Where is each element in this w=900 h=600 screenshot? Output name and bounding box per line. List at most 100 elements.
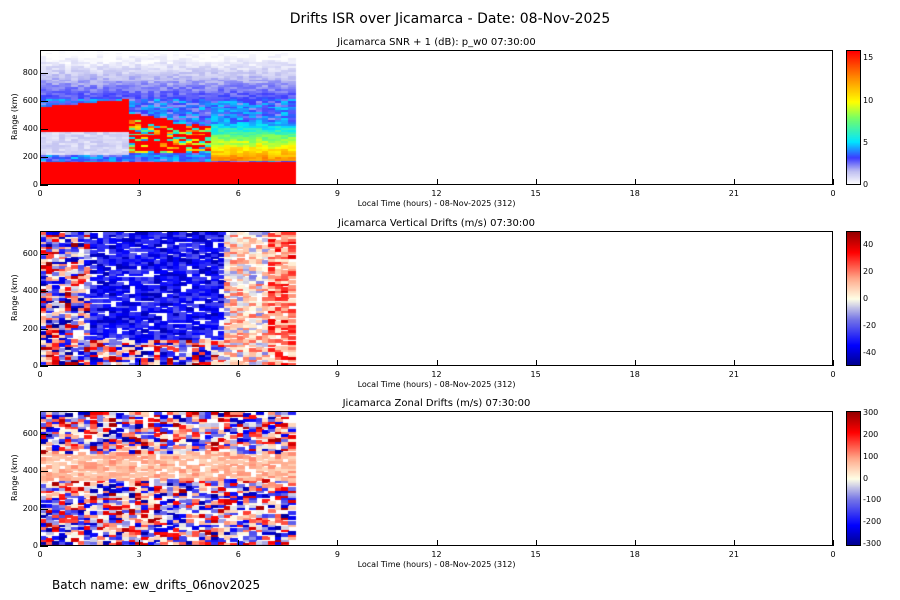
x-tick-label: 0	[37, 550, 43, 559]
x-tick-label: 15	[530, 550, 541, 559]
x-tick-mark	[535, 179, 537, 185]
x-tick-mark	[733, 179, 735, 185]
y-tick-label: 200	[22, 503, 38, 513]
x-tick-label: 21	[728, 550, 739, 559]
y-tick-label: 0	[32, 361, 38, 370]
x-tick-label: 21	[728, 370, 739, 379]
x-axis-label: Local Time (hours) - 08-Nov-2025 (312)	[357, 560, 516, 569]
x-tick-label: 12	[431, 189, 442, 198]
y-tick-label: 400	[22, 466, 38, 475]
y-tick-label: 400	[22, 286, 38, 295]
colorbar-tick-label: 100	[863, 451, 879, 461]
x-tick-mark	[833, 540, 834, 546]
x-tick-mark	[337, 540, 339, 546]
x-tick-label: 9	[334, 370, 340, 379]
y-axis-label: Range (km)	[10, 453, 19, 501]
colorbar-tick-label: 10	[863, 95, 874, 105]
plot-frame	[40, 411, 833, 546]
y-tick-mark	[40, 508, 48, 510]
y-tick-mark	[40, 253, 48, 255]
heatmap-1	[40, 50, 833, 185]
x-tick-mark	[634, 179, 636, 185]
x-tick-mark	[733, 360, 735, 366]
colorbar-tick-label: -40	[863, 347, 877, 357]
x-tick-label: 6	[235, 550, 241, 559]
x-tick-mark	[40, 179, 41, 185]
x-tick-label: 0	[830, 189, 836, 198]
x-tick-mark	[139, 179, 141, 185]
panel-title: Jicamarca SNR + 1 (dB): p_w0 07:30:00	[337, 37, 536, 48]
x-tick-mark	[833, 360, 834, 366]
y-tick-mark	[40, 433, 48, 435]
x-tick-label: 3	[136, 370, 142, 379]
x-tick-mark	[436, 360, 438, 366]
colorbar-tick-label: 300	[863, 408, 879, 418]
x-tick-label: 15	[530, 189, 541, 198]
colorbar-tick-label: 15	[863, 53, 874, 63]
x-tick-label: 9	[334, 189, 340, 198]
x-tick-mark	[238, 540, 240, 546]
y-tick-label: 200	[22, 323, 38, 333]
y-tick-label: 0	[32, 541, 38, 550]
colorbar-3	[846, 411, 861, 546]
y-tick-label: 400	[22, 123, 38, 133]
y-tick-mark	[40, 100, 48, 102]
x-tick-mark	[634, 540, 636, 546]
colorbar-tick-label: 0	[863, 293, 869, 303]
x-tick-label: 18	[629, 550, 640, 559]
y-tick-mark	[40, 328, 48, 330]
x-tick-mark	[40, 540, 41, 546]
x-tick-label: 9	[334, 550, 340, 559]
colorbar-tick-label: -20	[863, 320, 877, 330]
heatmap-3	[40, 411, 833, 546]
x-tick-label: 15	[530, 370, 541, 379]
x-tick-label: 0	[830, 370, 836, 379]
y-tick-mark	[40, 366, 48, 367]
y-tick-mark	[40, 185, 48, 186]
x-tick-mark	[40, 360, 41, 366]
x-tick-mark	[139, 540, 141, 546]
x-tick-mark	[535, 540, 537, 546]
x-tick-label: 12	[431, 550, 442, 559]
x-axis-label: Local Time (hours) - 08-Nov-2025 (312)	[357, 380, 516, 389]
y-tick-mark	[40, 128, 48, 130]
batch-name: Batch name: ew_drifts_06nov2025	[52, 578, 261, 592]
x-tick-mark	[337, 179, 339, 185]
figure-title: Drifts ISR over Jicamarca - Date: 08-Nov…	[289, 11, 611, 27]
colorbar-tick-label: 0	[863, 473, 869, 483]
y-tick-label: 600	[22, 428, 38, 438]
plot-frame	[40, 231, 833, 366]
y-tick-mark	[40, 72, 48, 74]
x-tick-mark	[535, 360, 537, 366]
colorbar-tick-label: 200	[863, 429, 879, 439]
panel-title: Jicamarca Zonal Drifts (m/s) 07:30:00	[342, 398, 531, 409]
colorbar-2	[846, 231, 861, 366]
x-tick-label: 6	[235, 189, 241, 198]
y-tick-mark	[40, 546, 48, 547]
colorbar-tick-label: -300	[863, 538, 882, 548]
x-tick-mark	[139, 360, 141, 366]
colorbar-tick-label: -200	[863, 517, 882, 527]
y-tick-label: 600	[22, 248, 38, 258]
y-axis-label: Range (km)	[10, 92, 19, 140]
x-tick-label: 18	[629, 189, 640, 198]
x-tick-mark	[337, 360, 339, 366]
x-tick-mark	[833, 179, 834, 185]
y-tick-mark	[40, 156, 48, 158]
x-tick-label: 3	[136, 189, 142, 198]
x-tick-mark	[436, 179, 438, 185]
plot-frame	[40, 50, 833, 185]
x-tick-mark	[634, 360, 636, 366]
y-tick-label: 600	[22, 95, 38, 105]
y-tick-mark	[40, 471, 48, 472]
y-tick-label: 200	[22, 151, 38, 161]
x-tick-label: 18	[629, 370, 640, 379]
y-tick-mark	[40, 291, 48, 292]
x-tick-mark	[238, 360, 240, 366]
colorbar-tick-label: 20	[863, 266, 874, 276]
x-tick-label: 21	[728, 189, 739, 198]
x-axis-label: Local Time (hours) - 08-Nov-2025 (312)	[357, 199, 516, 208]
colorbar-1	[846, 50, 861, 185]
y-axis-label: Range (km)	[10, 273, 19, 321]
heatmap-2	[40, 231, 833, 366]
